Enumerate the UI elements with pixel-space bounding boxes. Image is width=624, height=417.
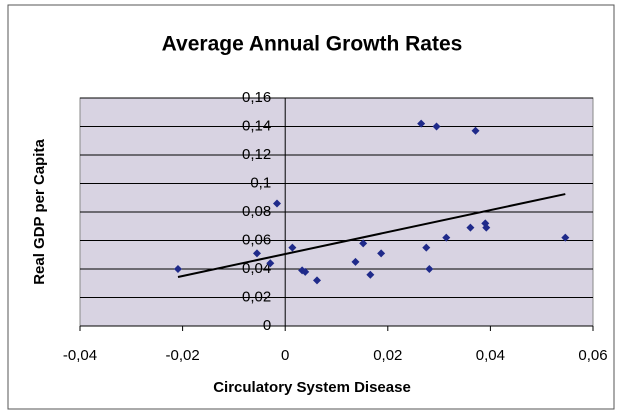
y-tick-label: 0: [263, 317, 271, 334]
data-point: [366, 270, 375, 279]
x-axis-label: Circulatory System Disease: [213, 379, 411, 396]
data-point: [561, 233, 570, 242]
data-point: [288, 243, 297, 252]
data-point: [359, 239, 368, 248]
y-tick-label: 0,06: [242, 231, 271, 248]
y-tick-label: 0,08: [242, 203, 271, 220]
data-point: [313, 276, 322, 285]
data-point: [425, 265, 434, 273]
y-tick-label: 0,04: [242, 260, 271, 277]
x-tick-label: -0,04: [63, 347, 97, 364]
data-point: [432, 122, 441, 131]
data-point: [266, 259, 275, 268]
x-tick-label: -0,02: [165, 347, 199, 364]
data-point: [272, 199, 281, 208]
data-point: [377, 249, 386, 258]
data-point: [351, 257, 360, 266]
data-point: [252, 249, 261, 258]
plot-layer: 0 0,02 0,04 0,06 0,08 0,1 0,12 0,14 0,16 -0,04 -0,…: [63, 89, 608, 364]
trendline: [177, 193, 566, 278]
x-tick-label: 0: [281, 347, 289, 364]
data-point: [471, 126, 480, 135]
y-axis-label: Real GDP per Capita: [31, 139, 48, 285]
data-point: [173, 265, 182, 273]
data-point: [422, 243, 431, 252]
x-tick-label: 0,02: [373, 347, 402, 364]
y-tick-label: 0,1: [250, 174, 271, 191]
y-tick-label: 0,12: [242, 146, 271, 163]
y-tick-label: 0,02: [242, 288, 271, 305]
y-tick-label: 0,14: [242, 117, 271, 134]
data-point: [417, 119, 426, 128]
x-tick-label: 0,06: [578, 347, 607, 364]
data-point: [466, 223, 475, 232]
y-tick-label: 0,16: [242, 89, 271, 106]
x-tick-label: 0,04: [476, 347, 505, 364]
chart-title: Average Annual Growth Rates: [162, 33, 463, 56]
data-point: [442, 233, 451, 242]
data-point: [482, 223, 491, 232]
data-point: [301, 267, 310, 276]
